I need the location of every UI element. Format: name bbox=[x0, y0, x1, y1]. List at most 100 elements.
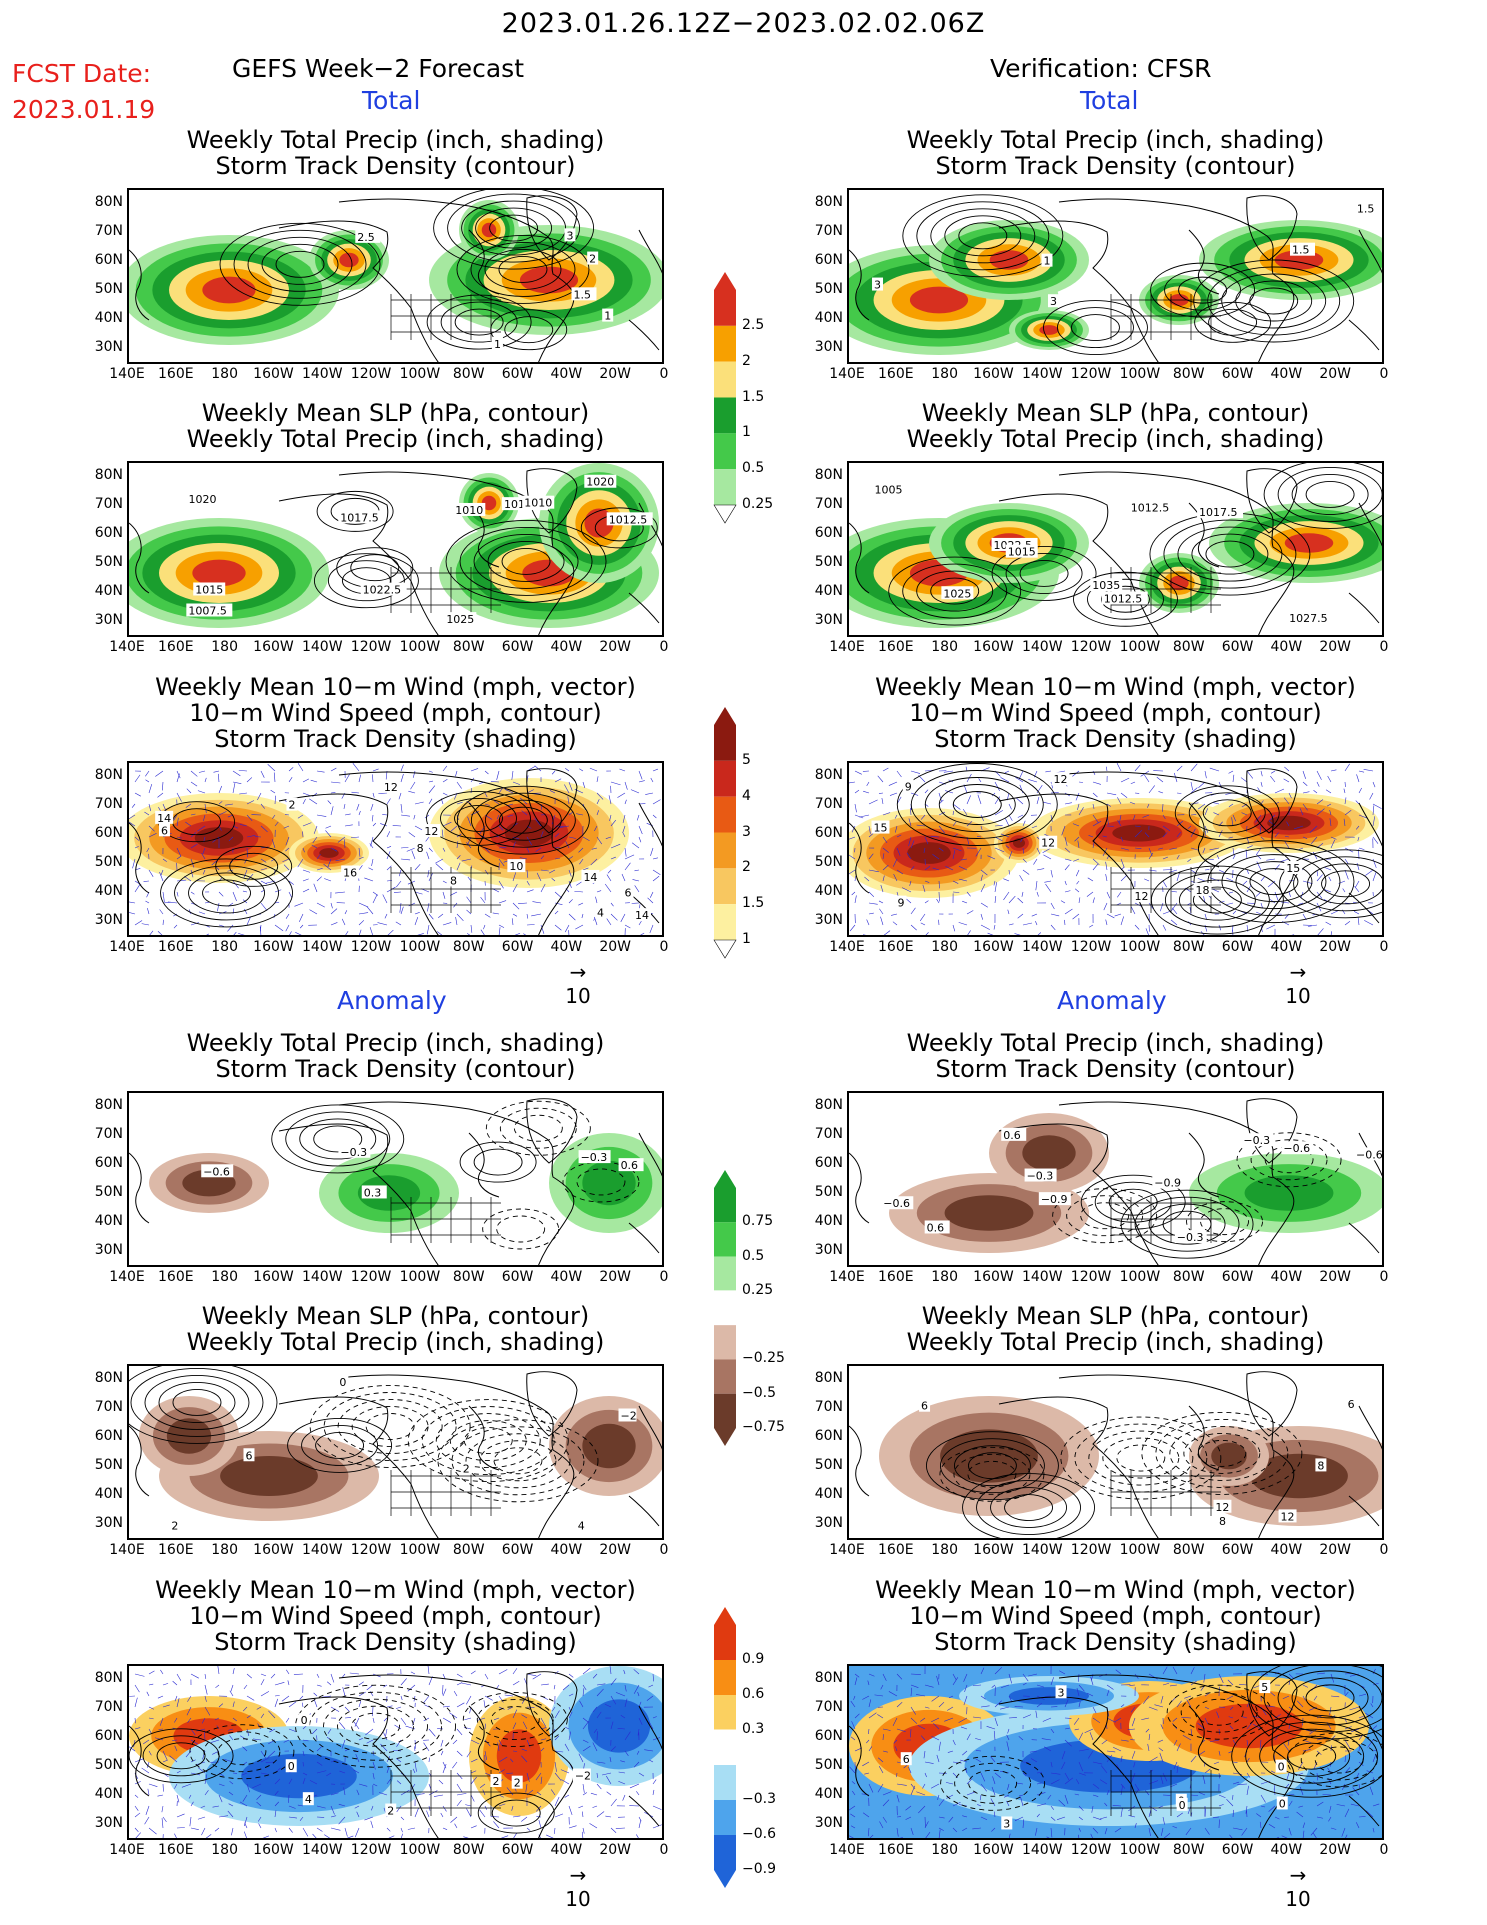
coast-segment bbox=[1188, 1405, 1220, 1471]
wind-vector bbox=[173, 924, 178, 929]
coast-segment bbox=[338, 471, 575, 635]
wind-vector bbox=[896, 1794, 900, 1803]
wind-vector bbox=[246, 1783, 250, 1793]
shading-level bbox=[1284, 533, 1334, 553]
wind-vector bbox=[1050, 1677, 1054, 1686]
wind-vector bbox=[1330, 931, 1332, 935]
wind-vector bbox=[134, 846, 139, 849]
contour bbox=[174, 865, 279, 921]
wind-vector bbox=[257, 1816, 262, 1822]
wind-vector bbox=[1176, 1764, 1179, 1774]
longitude-label: 20W bbox=[599, 1542, 631, 1558]
wind-vector bbox=[316, 770, 325, 773]
wind-vector bbox=[932, 854, 940, 860]
label-backdrop bbox=[1128, 500, 1175, 514]
wind-vector bbox=[987, 932, 994, 935]
wind-vector bbox=[435, 858, 444, 864]
contour-value: 1015 bbox=[195, 583, 223, 596]
wind-vector bbox=[144, 1816, 150, 1825]
latitude-label: 40N bbox=[94, 1786, 123, 1802]
wind-vector bbox=[330, 1805, 335, 1815]
wind-vector bbox=[1355, 880, 1360, 888]
longitude-label: 160W bbox=[253, 939, 294, 955]
wind-vector bbox=[1044, 880, 1052, 883]
wind-vector bbox=[1042, 847, 1052, 853]
wind-vector bbox=[274, 924, 284, 932]
wind-vector bbox=[1354, 886, 1360, 893]
wind-vector bbox=[285, 913, 290, 919]
wind-vector bbox=[1106, 1789, 1110, 1796]
wind-vector bbox=[1302, 1717, 1304, 1726]
title-line: Weekly Total Precip (inch, shading) bbox=[906, 425, 1325, 453]
contour-value: 1010 bbox=[455, 504, 483, 517]
wind-vector bbox=[526, 1827, 531, 1831]
colorbar-label: 4 bbox=[742, 787, 751, 804]
wind-vector bbox=[882, 1734, 884, 1741]
wind-vector bbox=[1157, 1739, 1164, 1743]
latitude-label: 40N bbox=[814, 310, 843, 326]
wind-vector bbox=[1176, 1812, 1183, 1818]
wind-vector bbox=[1232, 774, 1235, 783]
wind-vector bbox=[1218, 1728, 1220, 1735]
wind-vector bbox=[233, 931, 237, 935]
contour bbox=[499, 1107, 577, 1149]
wind-vector bbox=[610, 1695, 617, 1705]
contour bbox=[991, 546, 1097, 601]
wind-vector bbox=[1078, 1827, 1081, 1832]
wind-vector bbox=[551, 877, 556, 882]
wind-vector bbox=[959, 878, 968, 882]
wind-vector bbox=[187, 1695, 192, 1702]
wind-vector bbox=[652, 875, 660, 882]
wind-vector bbox=[395, 921, 402, 926]
wind-vector bbox=[358, 1783, 368, 1787]
wind-vector bbox=[1265, 1705, 1276, 1708]
wind-vector bbox=[624, 847, 627, 857]
contour bbox=[1321, 870, 1371, 898]
wind-vector bbox=[619, 768, 626, 772]
longitude-label: 100W bbox=[1119, 366, 1161, 382]
wind-vector bbox=[952, 849, 956, 860]
wind-vector bbox=[148, 1706, 155, 1710]
longitude-label: 140E bbox=[109, 1542, 145, 1558]
wind-vector bbox=[134, 1805, 139, 1811]
latitude-label: 40N bbox=[94, 1213, 123, 1229]
wind-vector bbox=[551, 814, 556, 825]
wind-vector bbox=[568, 1693, 574, 1697]
wind-vector bbox=[428, 1676, 433, 1686]
wind-vector bbox=[526, 836, 532, 846]
label-backdrop bbox=[564, 228, 576, 242]
wind-vector bbox=[498, 900, 507, 904]
wind-vector bbox=[868, 902, 878, 905]
wind-vector bbox=[1369, 1786, 1374, 1796]
wind-vector bbox=[1022, 1772, 1027, 1777]
wind-vector bbox=[980, 1695, 986, 1700]
contour-value: 12 bbox=[1134, 890, 1148, 903]
wind-vectors bbox=[129, 763, 661, 935]
coast-segment bbox=[628, 502, 662, 624]
wind-vector bbox=[1232, 1781, 1240, 1785]
colorbar-label: 1.5 bbox=[742, 388, 765, 405]
longitude-label: 100W bbox=[1119, 1269, 1161, 1285]
wind-vector bbox=[186, 788, 192, 794]
wind-vector bbox=[638, 1819, 642, 1829]
label-backdrop bbox=[490, 1774, 502, 1788]
title-line: Weekly Total Precip (inch, shading) bbox=[186, 1328, 605, 1356]
wind-vector bbox=[521, 1714, 528, 1719]
wind-vector bbox=[1232, 1772, 1243, 1775]
wind-vector bbox=[1244, 936, 1247, 937]
wind-vector bbox=[162, 891, 165, 902]
longitude-label: 140E bbox=[829, 1269, 865, 1285]
wind-vector bbox=[1092, 792, 1098, 798]
wind-vector bbox=[1344, 1808, 1350, 1818]
wind-vector bbox=[1268, 1823, 1276, 1829]
wind-vector bbox=[190, 813, 196, 816]
wind-vector bbox=[610, 1746, 616, 1752]
wind-vector bbox=[994, 825, 1003, 827]
wind-vector bbox=[582, 836, 590, 842]
wind-vector bbox=[466, 1695, 472, 1705]
wind-vector bbox=[526, 880, 530, 886]
wind-vector bbox=[849, 869, 856, 875]
wind-vector bbox=[924, 1772, 927, 1778]
wind-vector bbox=[364, 877, 374, 882]
wind-vector bbox=[1017, 897, 1024, 904]
